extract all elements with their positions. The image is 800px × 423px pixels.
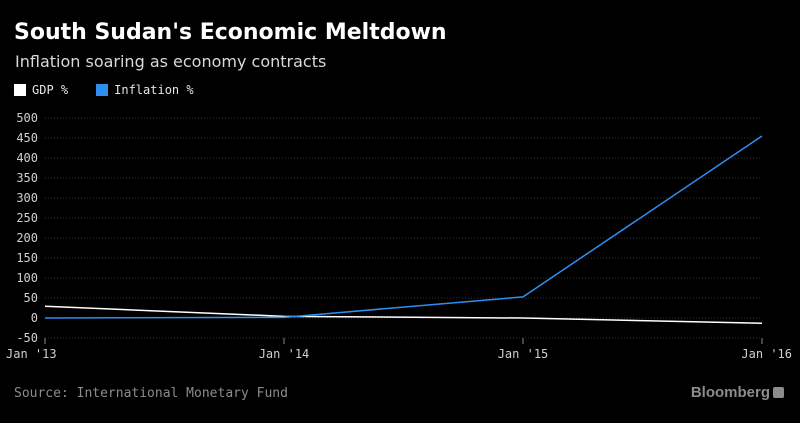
- series-line-inflation: [44, 135, 763, 319]
- brand-text: Bloomberg: [690, 384, 770, 401]
- source-note: Source: International Monetary Fund: [14, 386, 288, 401]
- y-tick-label: 350: [16, 171, 38, 185]
- legend-label-inflation: Inflation %: [114, 83, 194, 97]
- legend-swatch-inflation: [96, 84, 109, 96]
- y-tick-label: 500: [16, 111, 38, 125]
- series-lines: [44, 135, 763, 324]
- x-tick-label: Jan '13: [6, 347, 57, 361]
- grid-lines: [45, 117, 762, 339]
- y-tick-label: 0: [31, 311, 38, 325]
- x-tick-label: Jan '16: [741, 347, 792, 361]
- x-tick-label: Jan '15: [498, 347, 549, 361]
- y-tick-label: 450: [16, 131, 38, 145]
- legend: GDP % Inflation %: [14, 83, 222, 97]
- legend-swatch-gdp: [14, 84, 26, 96]
- y-tick-label: 400: [16, 151, 38, 165]
- legend-item-gdp: GDP %: [14, 83, 68, 97]
- x-tick-label: Jan '14: [259, 347, 310, 361]
- series-line-gdp: [44, 305, 763, 324]
- y-tick-label: -50: [16, 331, 38, 345]
- bloomberg-logo: Bloomberg: [691, 384, 784, 401]
- legend-label-gdp: GDP %: [32, 83, 69, 97]
- y-tick-label: 100: [16, 271, 38, 285]
- chart-subtitle: Inflation soaring as economy contracts: [15, 52, 327, 71]
- chart-title: South Sudan's Economic Meltdown: [14, 20, 447, 45]
- legend-item-inflation: Inflation %: [96, 83, 194, 97]
- y-tick-label: 250: [16, 211, 38, 225]
- y-tick-label: 200: [16, 231, 38, 245]
- y-tick-label: 50: [24, 291, 38, 305]
- x-axis-ticks: Jan '13 Jan '14 Jan '15 Jan '16: [6, 338, 792, 361]
- y-tick-label: 300: [16, 191, 38, 205]
- brand-mark-icon: [773, 387, 784, 398]
- y-tick-label: 150: [16, 251, 38, 265]
